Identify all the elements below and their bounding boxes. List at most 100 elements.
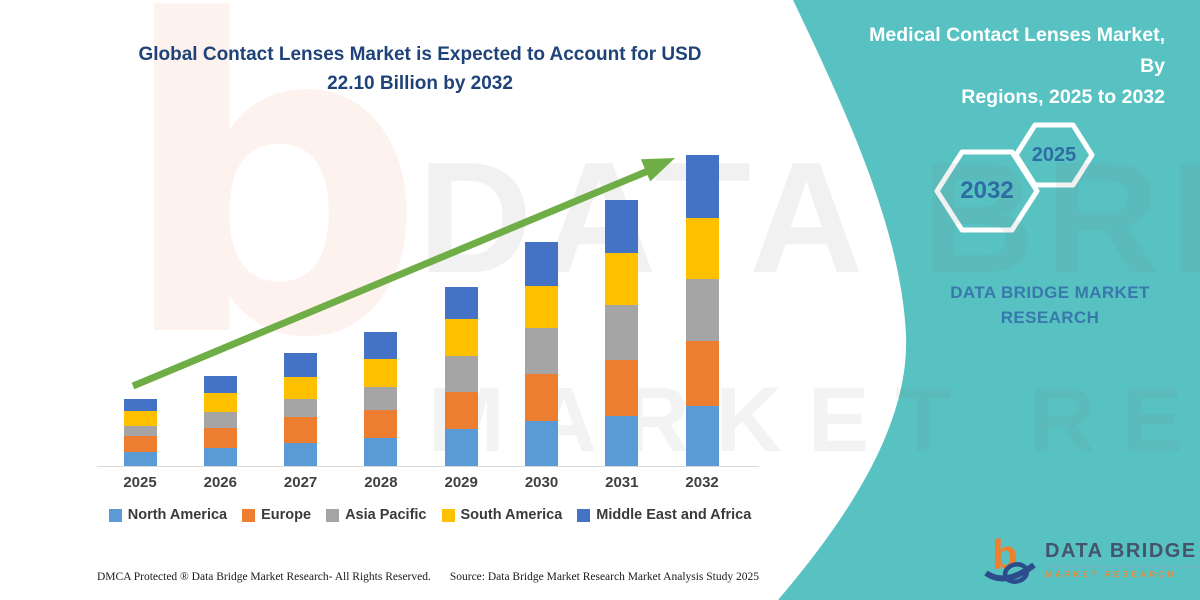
legend-swatch-icon (242, 508, 256, 522)
brand-caption: DATA BRIDGE MARKET RESEARCH (950, 283, 1150, 327)
bar-segment (525, 242, 558, 287)
company-logo: b DATA BRIDGE MARKET RESEARCH (983, 532, 1197, 586)
legend: North America Europe Asia Pacific South Ame… (60, 507, 800, 523)
bar-segment (203, 428, 237, 448)
bar-2029 (444, 287, 478, 466)
bar-segment (123, 425, 157, 437)
main-title-line1: Global Contact Lenses Market is Expected… (138, 44, 702, 65)
bar-segment (284, 417, 318, 443)
legend-swatch-icon (108, 508, 122, 522)
bar-segment (364, 387, 398, 411)
bar-segment (284, 377, 318, 400)
bar-segment (444, 287, 478, 320)
bar-2030 (525, 242, 558, 466)
bar-segment (364, 438, 398, 466)
side-panel-title: Medical Contact Lenses Market, By Region… (845, 20, 1165, 114)
logo-subtitle: MARKET RESEARCH (1045, 568, 1177, 579)
side-panel-title-line2: Regions, 2025 to 2032 (961, 86, 1165, 109)
trend-arrow-head (640, 158, 675, 182)
plot-area: 2025 2026 2027 2028 2029 2030 2031 2032 (97, 130, 759, 500)
hexagon-2032-label: 2032 (960, 177, 1014, 204)
footer-dmca-text: DMCA Protected ® Data Bridge Market Rese… (97, 571, 431, 583)
bar-segment (364, 359, 398, 388)
bar-segment (525, 328, 558, 374)
bar-segment (123, 436, 157, 452)
bar-2025 (123, 398, 157, 466)
logo-title: DATA BRIDGE (1045, 539, 1197, 562)
legend-swatch-icon (441, 508, 455, 522)
side-panel-shape (778, 0, 1200, 600)
x-axis-label: 2030 (524, 474, 559, 491)
x-axis-label: 2031 (605, 474, 639, 491)
footer: DMCA Protected ® Data Bridge Market Rese… (97, 571, 759, 583)
main-title: Global Contact Lenses Market is Expected… (110, 40, 730, 99)
bar-segment (203, 393, 237, 413)
bar-segment (605, 416, 639, 466)
bar-segment (444, 319, 478, 357)
legend-swatch-icon (326, 508, 340, 522)
x-axis-label: 2026 (203, 474, 237, 491)
bar-segment (685, 405, 719, 466)
bar-segment (605, 305, 639, 361)
legend-item: South America (441, 507, 563, 523)
legend-label: Middle East and Africa (596, 507, 752, 523)
x-axis-label: 2027 (283, 474, 318, 491)
hexagon-2032-outline (934, 149, 1040, 233)
bar-segment (685, 341, 719, 406)
x-axis-label: 2028 (364, 474, 398, 491)
bar-2028 (364, 332, 398, 466)
x-axis-line (97, 466, 759, 467)
bar-segment (525, 286, 558, 328)
bar-segment (203, 412, 237, 428)
bar-2026 (203, 376, 237, 466)
bar-segment (525, 421, 558, 466)
legend-label: North America (127, 507, 228, 523)
bar-segment (685, 154, 719, 218)
bar-segment (123, 452, 157, 466)
legend-item: Middle East and Africa (577, 507, 751, 523)
legend-label: South America (460, 507, 563, 523)
bar-segment (605, 253, 639, 306)
footer-source-text: Source: Data Bridge Market Research Mark… (449, 571, 759, 583)
legend-label: Europe (261, 507, 312, 523)
bar-segment (203, 376, 237, 394)
bar-segment (685, 279, 719, 342)
bar-segment (123, 398, 157, 411)
bar-segment (525, 374, 558, 421)
legend-swatch-icon (577, 508, 591, 522)
bar-segment (685, 217, 719, 280)
legend-item: Asia Pacific (326, 507, 427, 523)
bar-2031 (605, 200, 639, 466)
bar-segment (444, 356, 478, 393)
bar-segment (364, 410, 398, 439)
trend-arrow (131, 158, 675, 390)
bar-segment (364, 332, 398, 360)
bar-segment (444, 392, 478, 430)
hexagon-2025-outline (1013, 122, 1095, 188)
logo-bowl (1002, 562, 1030, 584)
bar-segment (444, 429, 478, 466)
bar-segment (284, 443, 318, 466)
bar-segment (284, 399, 318, 418)
bar-segment (123, 410, 157, 426)
legend-item: North America (108, 507, 228, 523)
trend-arrow-shaft (131, 167, 650, 390)
bar-segment (605, 200, 639, 254)
bar-segment (284, 353, 318, 378)
bar-segment (203, 448, 237, 466)
bar-segment (605, 360, 639, 417)
hexagon-2025-label: 2025 (1031, 144, 1077, 166)
x-axis-label: 2029 (444, 474, 478, 491)
bar-2027 (284, 353, 318, 466)
x-axis-label: 2032 (685, 474, 719, 491)
legend-item: Europe (242, 507, 311, 523)
logo-texts: DATA BRIDGE MARKET RESEARCH (1045, 540, 1197, 579)
side-panel-title-line1: Medical Contact Lenses Market, By (869, 24, 1165, 78)
bar-2032 (685, 154, 719, 466)
main-title-line2: 22.10 Billion by 2032 (327, 73, 513, 95)
logo-divider (1045, 565, 1197, 567)
x-axis-label: 2025 (123, 474, 157, 491)
legend-label: Asia Pacific (345, 507, 427, 523)
